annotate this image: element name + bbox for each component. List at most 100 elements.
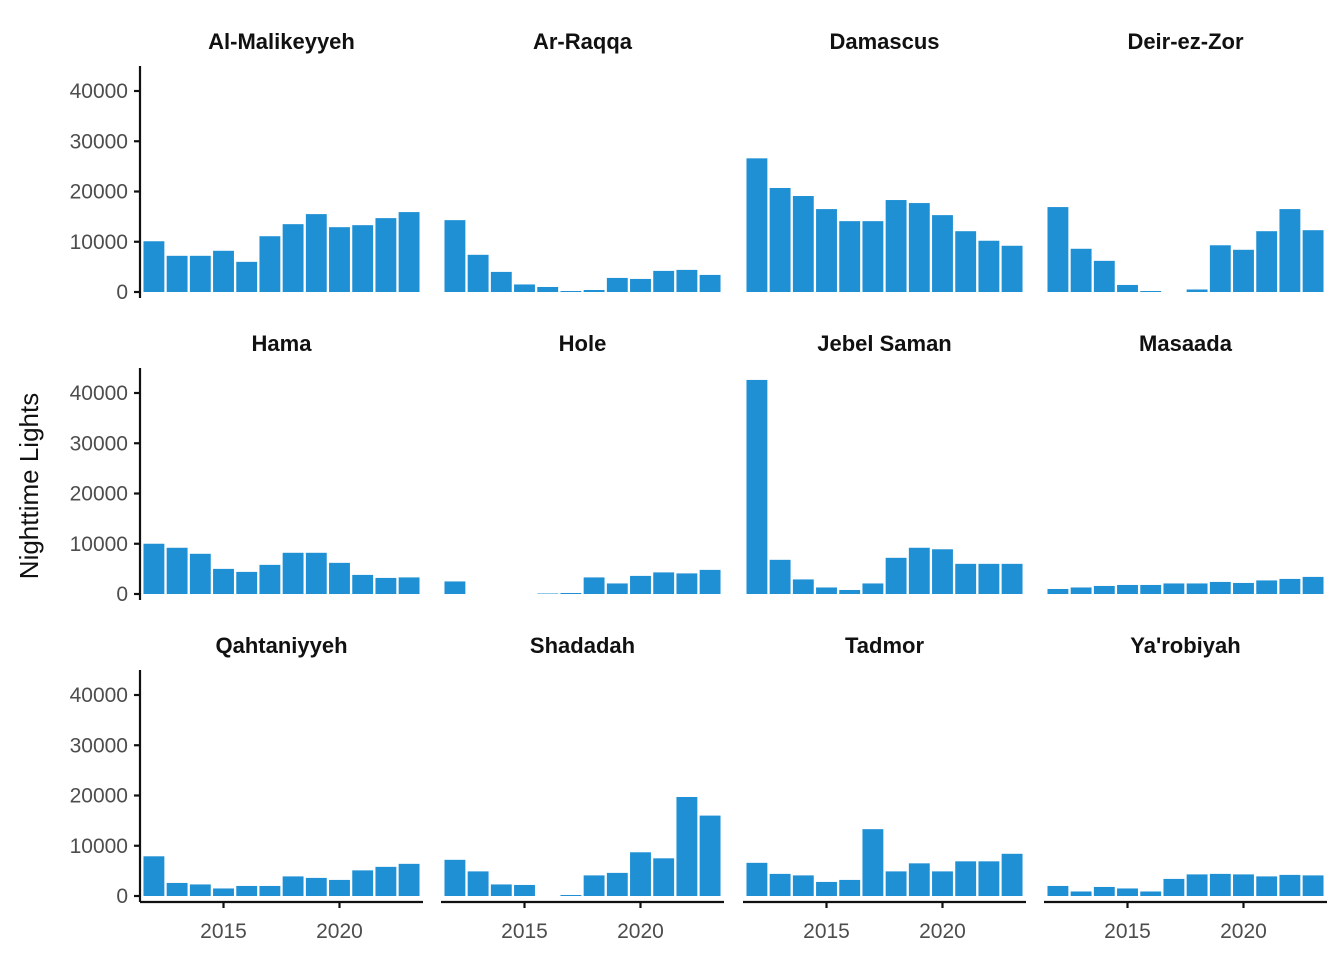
bar [606,277,628,292]
panel-shadadah: Shadadah 2015 2020 [441,633,724,943]
x-tick-label: 2020 [919,920,966,943]
bar [259,236,281,292]
bar [560,895,582,896]
panel-damascus: Damascus [746,29,1023,293]
bar [978,240,1000,293]
bar [1001,563,1023,594]
bar [467,254,489,292]
bar [1256,580,1278,594]
panel-title: Ya'robiyah [1130,633,1240,658]
x-tick-label: 2015 [501,920,548,943]
bar [1093,585,1115,594]
bar [1233,874,1254,896]
bar [1302,576,1324,594]
bar [305,552,327,594]
bar [329,879,350,896]
bar [352,225,374,292]
bar [1001,853,1023,896]
bar [305,214,327,292]
bar [189,553,211,594]
bar [630,278,651,292]
bar [1140,584,1162,594]
x-tick-label: 2020 [1220,920,1267,943]
panel-jebel-saman: Jebel Saman [746,331,1023,594]
bar [908,863,930,896]
y-tick-label: 20000 [70,181,128,204]
bar [213,568,234,595]
bar [467,871,489,896]
bar [908,203,930,292]
y-tick-label: 10000 [70,533,128,556]
bar [1163,878,1185,896]
bar [236,571,258,594]
bar [305,877,327,896]
bar [699,569,721,594]
bar [1117,888,1138,896]
bar [583,289,605,292]
panel-title: Qahtaniyyeh [215,633,347,658]
bar [352,870,374,896]
bar [769,187,791,292]
bar [166,882,188,896]
bar [1070,891,1092,896]
bar [978,563,1000,594]
bar [1209,581,1231,594]
bar [1117,584,1138,594]
x-tick-label: 2020 [316,920,363,943]
bar [444,581,466,594]
y-tick-label: 20000 [70,785,128,808]
bar [282,876,304,896]
panel-title: Ar-Raqqa [533,29,633,54]
bar [676,269,698,292]
bar [1047,588,1069,595]
bar [630,852,651,896]
bar [1256,231,1278,292]
bar [329,227,350,292]
bar [653,858,675,896]
bar [490,271,512,292]
bar [862,829,884,896]
bar [1302,875,1324,896]
bar [583,875,605,896]
bar [1140,891,1162,896]
y-tick-label: 40000 [70,80,128,103]
bar [213,250,234,292]
bar [1163,583,1185,594]
bar [236,885,258,896]
panel-title: Tadmor [845,633,924,658]
panel-title: Shadadah [530,633,635,658]
y-tick-label: 40000 [70,684,128,707]
bar [769,873,791,896]
panel-al-malikeyyeh: Al-Malikeyyeh 0 10000 20000 30000 40000 [70,29,420,304]
x-tick-label: 2015 [803,920,850,943]
bar [606,583,628,594]
bar [143,543,165,594]
bar [282,552,304,594]
bar [839,589,861,594]
bar [189,255,211,292]
y-axis-label: Nighttime Lights [14,393,44,579]
bar [352,574,374,594]
bar [699,274,721,293]
bar [375,866,397,896]
bar [398,577,420,594]
y-tick-label: 0 [116,281,128,304]
y-tick-label: 30000 [70,130,128,153]
bar [862,583,884,594]
panel-hama: Hama 0 10000 20000 30000 40000 [70,331,420,606]
bar [932,215,953,292]
bar [653,572,675,594]
y-tick-label: 10000 [70,231,128,254]
bar [1001,245,1023,292]
bar [537,286,559,293]
panel-masaada: Masaada [1047,331,1324,595]
bar [1233,249,1254,292]
bar [746,379,768,594]
panel-hole: Hole [444,331,721,594]
bar [1117,284,1138,292]
bar [514,284,535,292]
bar [978,861,1000,896]
y-tick-label: 20000 [70,483,128,506]
bar [1186,583,1208,594]
